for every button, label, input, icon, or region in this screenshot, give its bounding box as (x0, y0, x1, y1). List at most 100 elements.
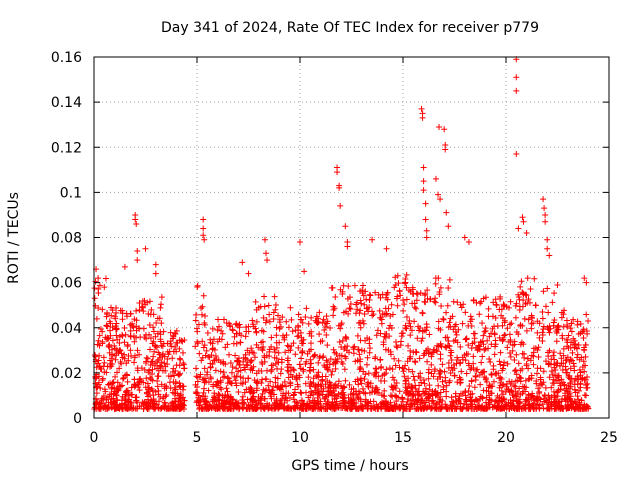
data-point (396, 388, 403, 395)
data-point (429, 403, 436, 410)
data-point (423, 395, 430, 402)
data-point (516, 403, 523, 410)
data-point (366, 349, 373, 356)
data-point (200, 232, 207, 239)
data-point (248, 345, 255, 352)
data-point (480, 295, 487, 302)
data-point (498, 387, 505, 394)
data-point (192, 381, 199, 388)
data-point (331, 382, 338, 389)
data-point (526, 375, 533, 382)
data-point (492, 343, 499, 350)
data-point (155, 391, 162, 398)
data-point (201, 320, 208, 327)
data-point (231, 333, 238, 340)
data-point (265, 382, 272, 389)
data-point (436, 289, 443, 296)
data-point (470, 330, 477, 337)
data-point (205, 379, 212, 386)
data-point (319, 354, 326, 361)
data-point (286, 394, 293, 401)
data-point (411, 401, 418, 408)
data-point (271, 391, 278, 398)
data-point (299, 340, 306, 347)
data-point (219, 330, 226, 337)
data-point (142, 401, 149, 408)
data-point (161, 360, 168, 367)
data-point (301, 268, 308, 275)
data-point (365, 308, 372, 315)
data-point (523, 292, 530, 299)
data-point (357, 377, 364, 384)
data-point (421, 390, 428, 397)
data-point (247, 384, 254, 391)
data-point (377, 330, 384, 337)
data-point (210, 357, 217, 364)
data-point (545, 309, 552, 316)
data-point (119, 316, 126, 323)
data-point (333, 351, 340, 358)
data-point (505, 338, 512, 345)
data-point (127, 327, 134, 334)
data-point (164, 405, 171, 412)
data-point (354, 357, 361, 364)
data-point (154, 315, 161, 322)
data-point (308, 314, 315, 321)
data-point (467, 313, 474, 320)
data-point (357, 297, 364, 304)
data-point (414, 335, 421, 342)
data-point (170, 333, 177, 340)
data-point (113, 385, 120, 392)
data-point (558, 314, 565, 321)
data-point (359, 317, 366, 324)
grid-lines (94, 57, 609, 418)
data-point (136, 300, 143, 307)
data-point (149, 358, 156, 365)
data-point (440, 315, 447, 322)
data-point (131, 376, 138, 383)
data-point (575, 342, 582, 349)
data-point (125, 392, 132, 399)
data-point (386, 365, 393, 372)
data-point (356, 351, 363, 358)
data-point (196, 404, 203, 411)
data-point (207, 374, 214, 381)
data-point (467, 401, 474, 408)
data-point (534, 329, 541, 336)
data-point (201, 236, 208, 243)
data-point (561, 382, 568, 389)
data-point (131, 359, 138, 366)
data-point (357, 396, 364, 403)
data-point (217, 377, 224, 384)
data-point (332, 365, 339, 372)
data-point (155, 398, 162, 405)
data-point (457, 301, 464, 308)
data-point (201, 385, 208, 392)
data-point (324, 377, 331, 384)
data-point (584, 384, 591, 391)
data-point (563, 336, 570, 343)
data-point (447, 352, 454, 359)
data-point (391, 376, 398, 383)
data-point (225, 375, 232, 382)
data-point (323, 313, 330, 320)
data-point (340, 389, 347, 396)
data-point (498, 312, 505, 319)
data-point (371, 404, 378, 411)
data-point (373, 401, 380, 408)
data-point (407, 323, 414, 330)
data-point (457, 343, 464, 350)
data-point (150, 396, 157, 403)
data-point (513, 393, 520, 400)
data-point (248, 364, 255, 371)
data-point (232, 377, 239, 384)
data-point (229, 326, 236, 333)
data-point (425, 366, 432, 373)
data-point (378, 403, 385, 410)
data-point (145, 369, 152, 376)
data-point (488, 372, 495, 379)
data-point (429, 392, 436, 399)
data-point (565, 389, 572, 396)
data-point (252, 298, 259, 305)
x-tick-label: 10 (291, 430, 309, 446)
